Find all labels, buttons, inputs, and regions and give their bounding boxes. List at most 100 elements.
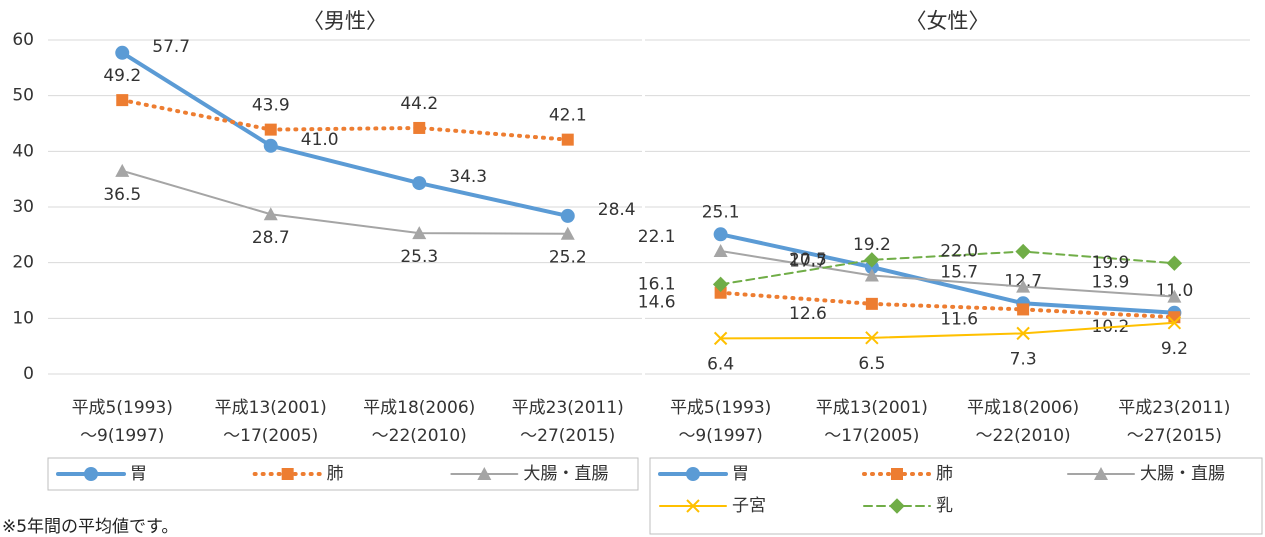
y-tick-label: 40 — [12, 141, 34, 161]
legend-label: 子宮 — [732, 496, 766, 516]
marker — [413, 121, 426, 134]
data-label: 43.9 — [252, 96, 290, 116]
y-tick-label: 10 — [12, 308, 34, 328]
data-label: 57.7 — [152, 37, 190, 57]
marker — [1016, 279, 1031, 293]
marker — [561, 133, 574, 146]
x-tick-label: 平成13(2001) — [816, 398, 928, 418]
marker — [712, 276, 729, 293]
data-label: 25.3 — [400, 247, 438, 267]
marker — [714, 286, 727, 299]
data-label: 15.7 — [940, 263, 978, 283]
x-tick-label: 平成13(2001) — [215, 398, 327, 418]
x-tick-label: 平成18(2006) — [967, 398, 1079, 418]
legend-entry: 胃 — [658, 464, 749, 484]
series-line — [719, 250, 1176, 286]
data-label: 7.3 — [1010, 349, 1037, 369]
data-label: 42.1 — [549, 106, 587, 126]
data-label: 16.1 — [638, 274, 676, 294]
marker — [713, 243, 728, 257]
legend-entry: 大腸・直腸 — [1067, 464, 1225, 484]
data-label: 44.2 — [400, 94, 438, 114]
data-label: 20.5 — [789, 250, 827, 270]
legend-label: 肺 — [327, 464, 344, 484]
data-label: 12.6 — [789, 304, 827, 324]
legend-label: 胃 — [732, 464, 749, 484]
marker — [1015, 243, 1031, 260]
marker — [713, 331, 728, 346]
legend-box — [47, 457, 639, 491]
marker — [889, 498, 905, 514]
x-tick-label: 平成18(2006) — [363, 398, 475, 418]
marker — [560, 226, 575, 240]
marker — [686, 499, 700, 513]
y-tick-label: 0 — [23, 364, 34, 384]
marker — [115, 163, 130, 177]
marker — [412, 176, 427, 191]
marker — [1166, 255, 1183, 271]
marker — [84, 467, 98, 481]
data-label: 22.0 — [940, 242, 978, 262]
x-tick-label: ～27(2015) — [1127, 426, 1222, 446]
data-label: 13.9 — [1092, 273, 1130, 293]
series-line — [120, 50, 570, 218]
chart-title: 〈男性〉 — [303, 9, 387, 33]
marker — [263, 207, 278, 221]
x-tick-label: 平成23(2011) — [1118, 398, 1230, 418]
data-label: 25.2 — [549, 248, 587, 268]
x-tick-label: 平成5(1993) — [670, 398, 771, 418]
marker — [560, 208, 575, 223]
chart-title: 〈女性〉 — [906, 9, 990, 33]
marker — [1017, 303, 1030, 316]
data-label: 34.3 — [449, 167, 487, 187]
series-line — [718, 290, 1177, 320]
series-line — [719, 249, 1176, 298]
series-line — [718, 232, 1177, 315]
y-tick-label: 20 — [12, 253, 34, 273]
marker — [864, 252, 880, 268]
x-tick-label: ～17(2005) — [824, 426, 919, 446]
data-label: 36.5 — [103, 185, 141, 205]
marker — [686, 467, 700, 481]
data-label: 41.0 — [301, 130, 339, 150]
legend-entry: 胃 — [56, 464, 147, 484]
legend-box — [649, 457, 1263, 535]
series-line — [719, 321, 1176, 340]
legend-label: 肺 — [936, 464, 953, 484]
marker — [116, 94, 129, 107]
legend-entry: 肺 — [862, 464, 953, 484]
x-tick-label: 平成23(2011) — [512, 398, 624, 418]
data-label: 19.9 — [1092, 253, 1130, 273]
x-tick-label: 平成5(1993) — [72, 398, 173, 418]
marker — [281, 468, 294, 480]
data-label: 22.1 — [638, 227, 676, 247]
legend-entry: 子宮 — [659, 496, 766, 516]
legend-entry: 肺 — [252, 464, 344, 484]
marker — [1167, 289, 1182, 303]
data-label: 28.7 — [252, 228, 290, 248]
legend-label: 胃 — [130, 464, 147, 484]
data-label: 17.7 — [789, 251, 827, 271]
data-label: 25.1 — [702, 202, 740, 222]
marker — [264, 123, 277, 136]
data-label: 9.2 — [1161, 339, 1188, 359]
marker — [115, 45, 130, 60]
data-label: 6.5 — [858, 354, 885, 374]
y-tick-label: 60 — [12, 30, 34, 50]
marker — [412, 226, 427, 240]
data-label: 28.4 — [598, 200, 636, 220]
y-tick-label: 50 — [12, 86, 34, 106]
data-label: 6.4 — [707, 354, 734, 374]
marker — [713, 227, 728, 242]
series-line — [120, 98, 570, 142]
data-label: 19.2 — [853, 235, 891, 255]
marker — [1167, 316, 1182, 330]
series-line — [121, 169, 569, 235]
marker — [263, 138, 278, 153]
data-label: 14.6 — [638, 293, 676, 313]
marker — [865, 331, 879, 345]
marker — [864, 268, 879, 282]
legend-entry: 大腸・直腸 — [450, 464, 608, 484]
marker — [1016, 326, 1030, 341]
